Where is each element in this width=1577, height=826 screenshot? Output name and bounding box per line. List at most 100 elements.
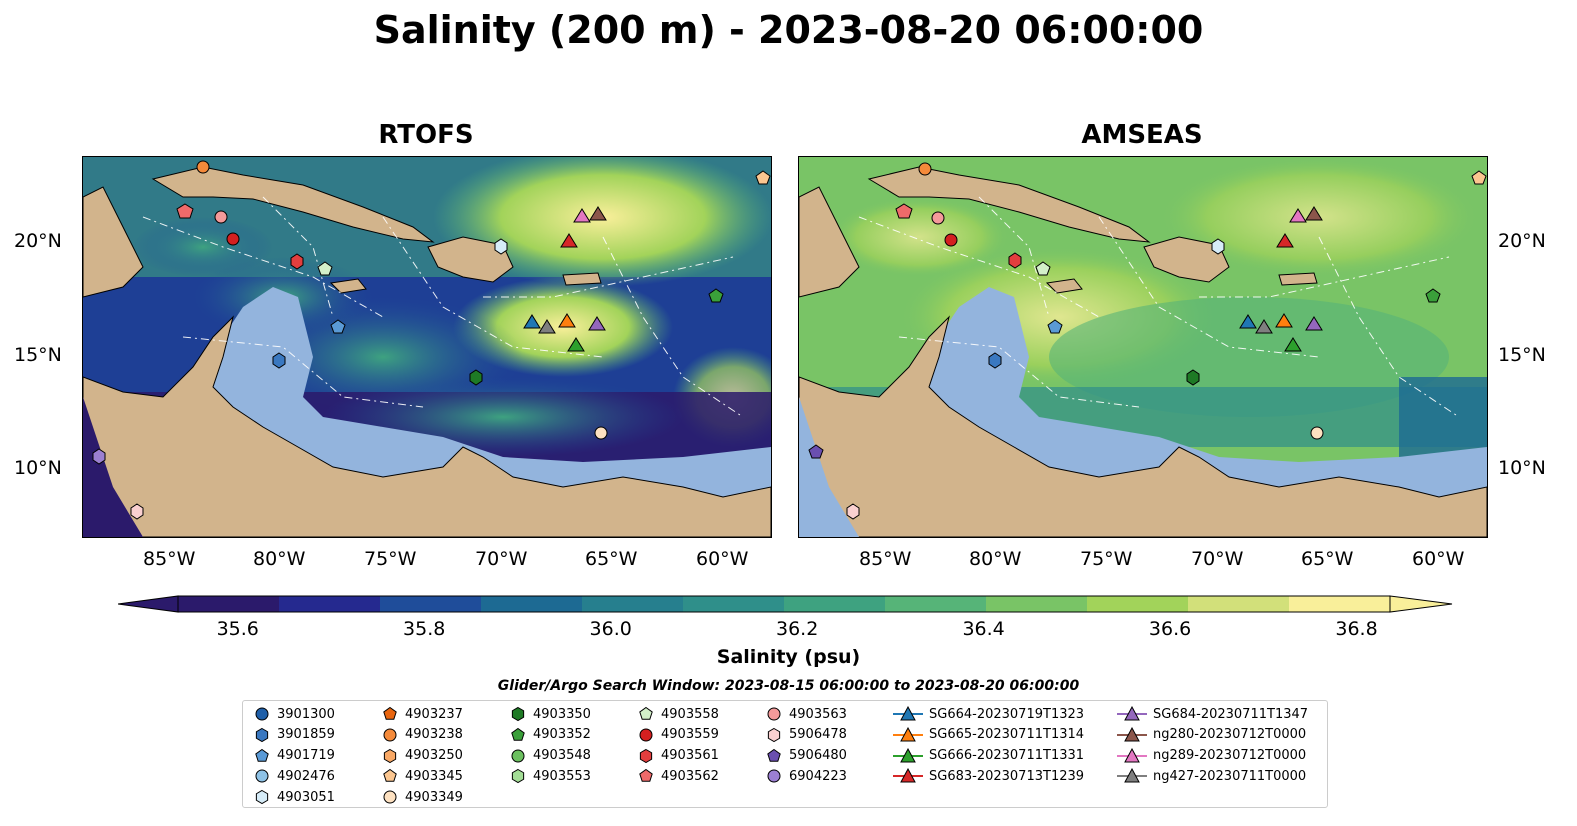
lon-label: 65°W: [1301, 548, 1354, 570]
glider-marker: [1305, 316, 1323, 331]
legend-label: 4903051: [277, 789, 335, 805]
legend-label: 4903352: [533, 727, 591, 743]
legend-label: 4903238: [405, 727, 463, 743]
triangle-marker-icon: [893, 747, 923, 763]
glider-marker: [589, 206, 607, 221]
circle-marker-icon: [383, 728, 397, 742]
legend-label: 3901300: [277, 706, 335, 722]
legend-item: 4903238: [381, 727, 463, 743]
legend-item: 4903051: [253, 789, 335, 805]
legend-label: ng280-20230712T0000: [1153, 727, 1307, 743]
legend-label: 5906480: [789, 748, 847, 764]
argo-marker: [895, 203, 913, 219]
central-america-land: [83, 315, 771, 537]
legend-label: 4903350: [533, 706, 591, 722]
lat-label-left: 15°N: [14, 344, 62, 366]
circle-marker-icon: [767, 769, 781, 783]
legend-item: 6904223: [765, 768, 847, 784]
legend-label: 4903250: [405, 748, 463, 764]
argo-marker: [846, 503, 860, 520]
hexagon-marker-icon: [767, 727, 781, 742]
legend-label: 4903563: [789, 706, 847, 722]
triangle-marker-icon: [893, 726, 923, 742]
legend-label: SG683-20230713T1239: [929, 768, 1085, 784]
lon-label: 70°W: [1191, 548, 1244, 570]
argo-marker: [272, 352, 286, 369]
glider-marker: [1239, 314, 1257, 329]
argo-marker: [1186, 369, 1200, 386]
colorbar-min-extend: [117, 595, 179, 613]
colorbar-tick-label: 36.0: [589, 618, 632, 640]
argo-marker: [1047, 319, 1063, 334]
argo-marker: [494, 238, 508, 255]
argo-marker: [330, 319, 346, 334]
legend-label: 4903559: [661, 727, 719, 743]
pentagon-marker-icon: [511, 727, 525, 741]
legend-item: ng289-20230712T0000: [1117, 747, 1307, 764]
colorbar-tick-label: 35.6: [216, 618, 259, 640]
argo-marker: [1471, 170, 1487, 185]
legend-item: 4903553: [509, 768, 591, 784]
lon-label: 75°W: [1080, 548, 1133, 570]
legend-label: 4903558: [661, 706, 719, 722]
triangle-marker-icon: [1117, 726, 1147, 742]
triangle-marker-icon: [893, 768, 923, 783]
legend-label: 4903562: [661, 768, 719, 784]
legend-item: ng280-20230712T0000: [1117, 726, 1307, 743]
legend-item: ng427-20230711T0000: [1117, 768, 1306, 784]
lat-label-right: 15°N: [1498, 344, 1546, 366]
colorbar-segment: [986, 596, 1088, 612]
circle-marker-icon: [255, 707, 269, 721]
colorbar-segment: [1289, 596, 1391, 612]
lat-label-left: 10°N: [14, 457, 62, 479]
colorbar-segment: [178, 596, 280, 612]
argo-marker: [469, 369, 483, 386]
legend-item: 4903352: [509, 727, 591, 743]
legend-item: 4903563: [765, 706, 847, 722]
lon-label: 75°W: [364, 548, 417, 570]
legend-item: 4902476: [253, 768, 335, 784]
triangle-marker-icon: [1117, 706, 1147, 721]
colorbar-segment: [380, 596, 482, 612]
legend-label: SG665-20230711T1314: [929, 727, 1085, 743]
cuba-land: [151, 166, 435, 243]
legend-label: 4903553: [533, 768, 591, 784]
lon-label: 65°W: [585, 548, 638, 570]
glider-marker: [523, 314, 541, 329]
hexagon-marker-icon: [255, 727, 269, 742]
colorbar-segment: [1188, 596, 1290, 612]
legend-item: 5906480: [765, 748, 847, 764]
lon-label: 85°W: [859, 548, 912, 570]
circle-marker-icon: [639, 728, 653, 742]
argo-marker: [226, 232, 240, 246]
lon-label: 80°W: [969, 548, 1022, 570]
legend-item: 4903548: [509, 748, 591, 764]
legend-label: 4902476: [277, 768, 335, 784]
legend-item: 4903237: [381, 706, 463, 722]
legend-label: ng289-20230712T0000: [1153, 748, 1307, 764]
puerto-rico-land: [1278, 272, 1318, 286]
colorbar-label: Salinity (psu): [716, 646, 861, 668]
argo-marker: [317, 261, 333, 276]
colorbar-segment: [279, 596, 381, 612]
legend-item: 4903559: [637, 727, 719, 743]
argo-marker: [594, 426, 608, 440]
lat-label-left: 20°N: [14, 230, 62, 252]
legend-item: 4901719: [253, 748, 335, 764]
argo-marker: [1008, 252, 1022, 269]
colorbar-tick-label: 36.2: [775, 618, 819, 640]
legend-item: SG684-20230711T1347: [1117, 706, 1308, 722]
lat-label-right: 20°N: [1498, 230, 1546, 252]
argo-marker: [176, 203, 194, 219]
lon-label: 60°W: [696, 548, 749, 570]
argo-marker: [708, 288, 724, 303]
argo-marker: [1425, 288, 1441, 303]
glider-marker: [560, 233, 578, 248]
colorbar-max-extend: [1389, 595, 1453, 613]
cuba-land: [867, 166, 1151, 243]
legend-item: SG664-20230719T1323: [893, 706, 1084, 722]
pentagon-marker-icon: [767, 748, 781, 762]
legend-label: SG666-20230711T1331: [929, 748, 1085, 764]
legend-label: 6904223: [789, 768, 847, 784]
lon-label: 85°W: [143, 548, 196, 570]
